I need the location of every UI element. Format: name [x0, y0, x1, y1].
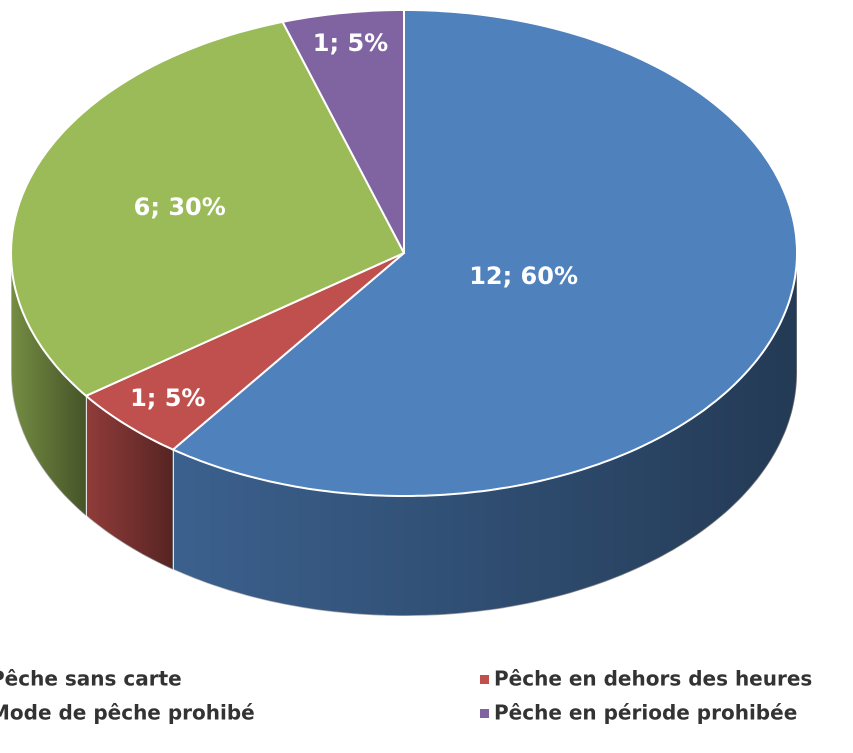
legend-label: Mode de pêche prohibé	[0, 701, 255, 725]
legend-label: Pêche sans carte	[0, 667, 182, 691]
data-label: 1; 5%	[313, 29, 388, 57]
slice	[281, 9, 405, 254]
slice	[171, 9, 798, 497]
data-label: 1; 5%	[130, 384, 205, 412]
slice	[84, 252, 405, 451]
slice-side-shade	[11, 253, 87, 516]
data-label: 12; 60%	[469, 262, 578, 290]
slice-side-shade	[173, 253, 797, 616]
legend-label: Pêche en dehors des heures	[494, 667, 812, 691]
legend-swatch	[480, 709, 489, 718]
legend-label: Pêche en période prohibée	[494, 701, 797, 725]
legend-swatch	[480, 675, 489, 684]
data-label: 6; 30%	[134, 193, 226, 221]
slice	[9, 20, 406, 397]
